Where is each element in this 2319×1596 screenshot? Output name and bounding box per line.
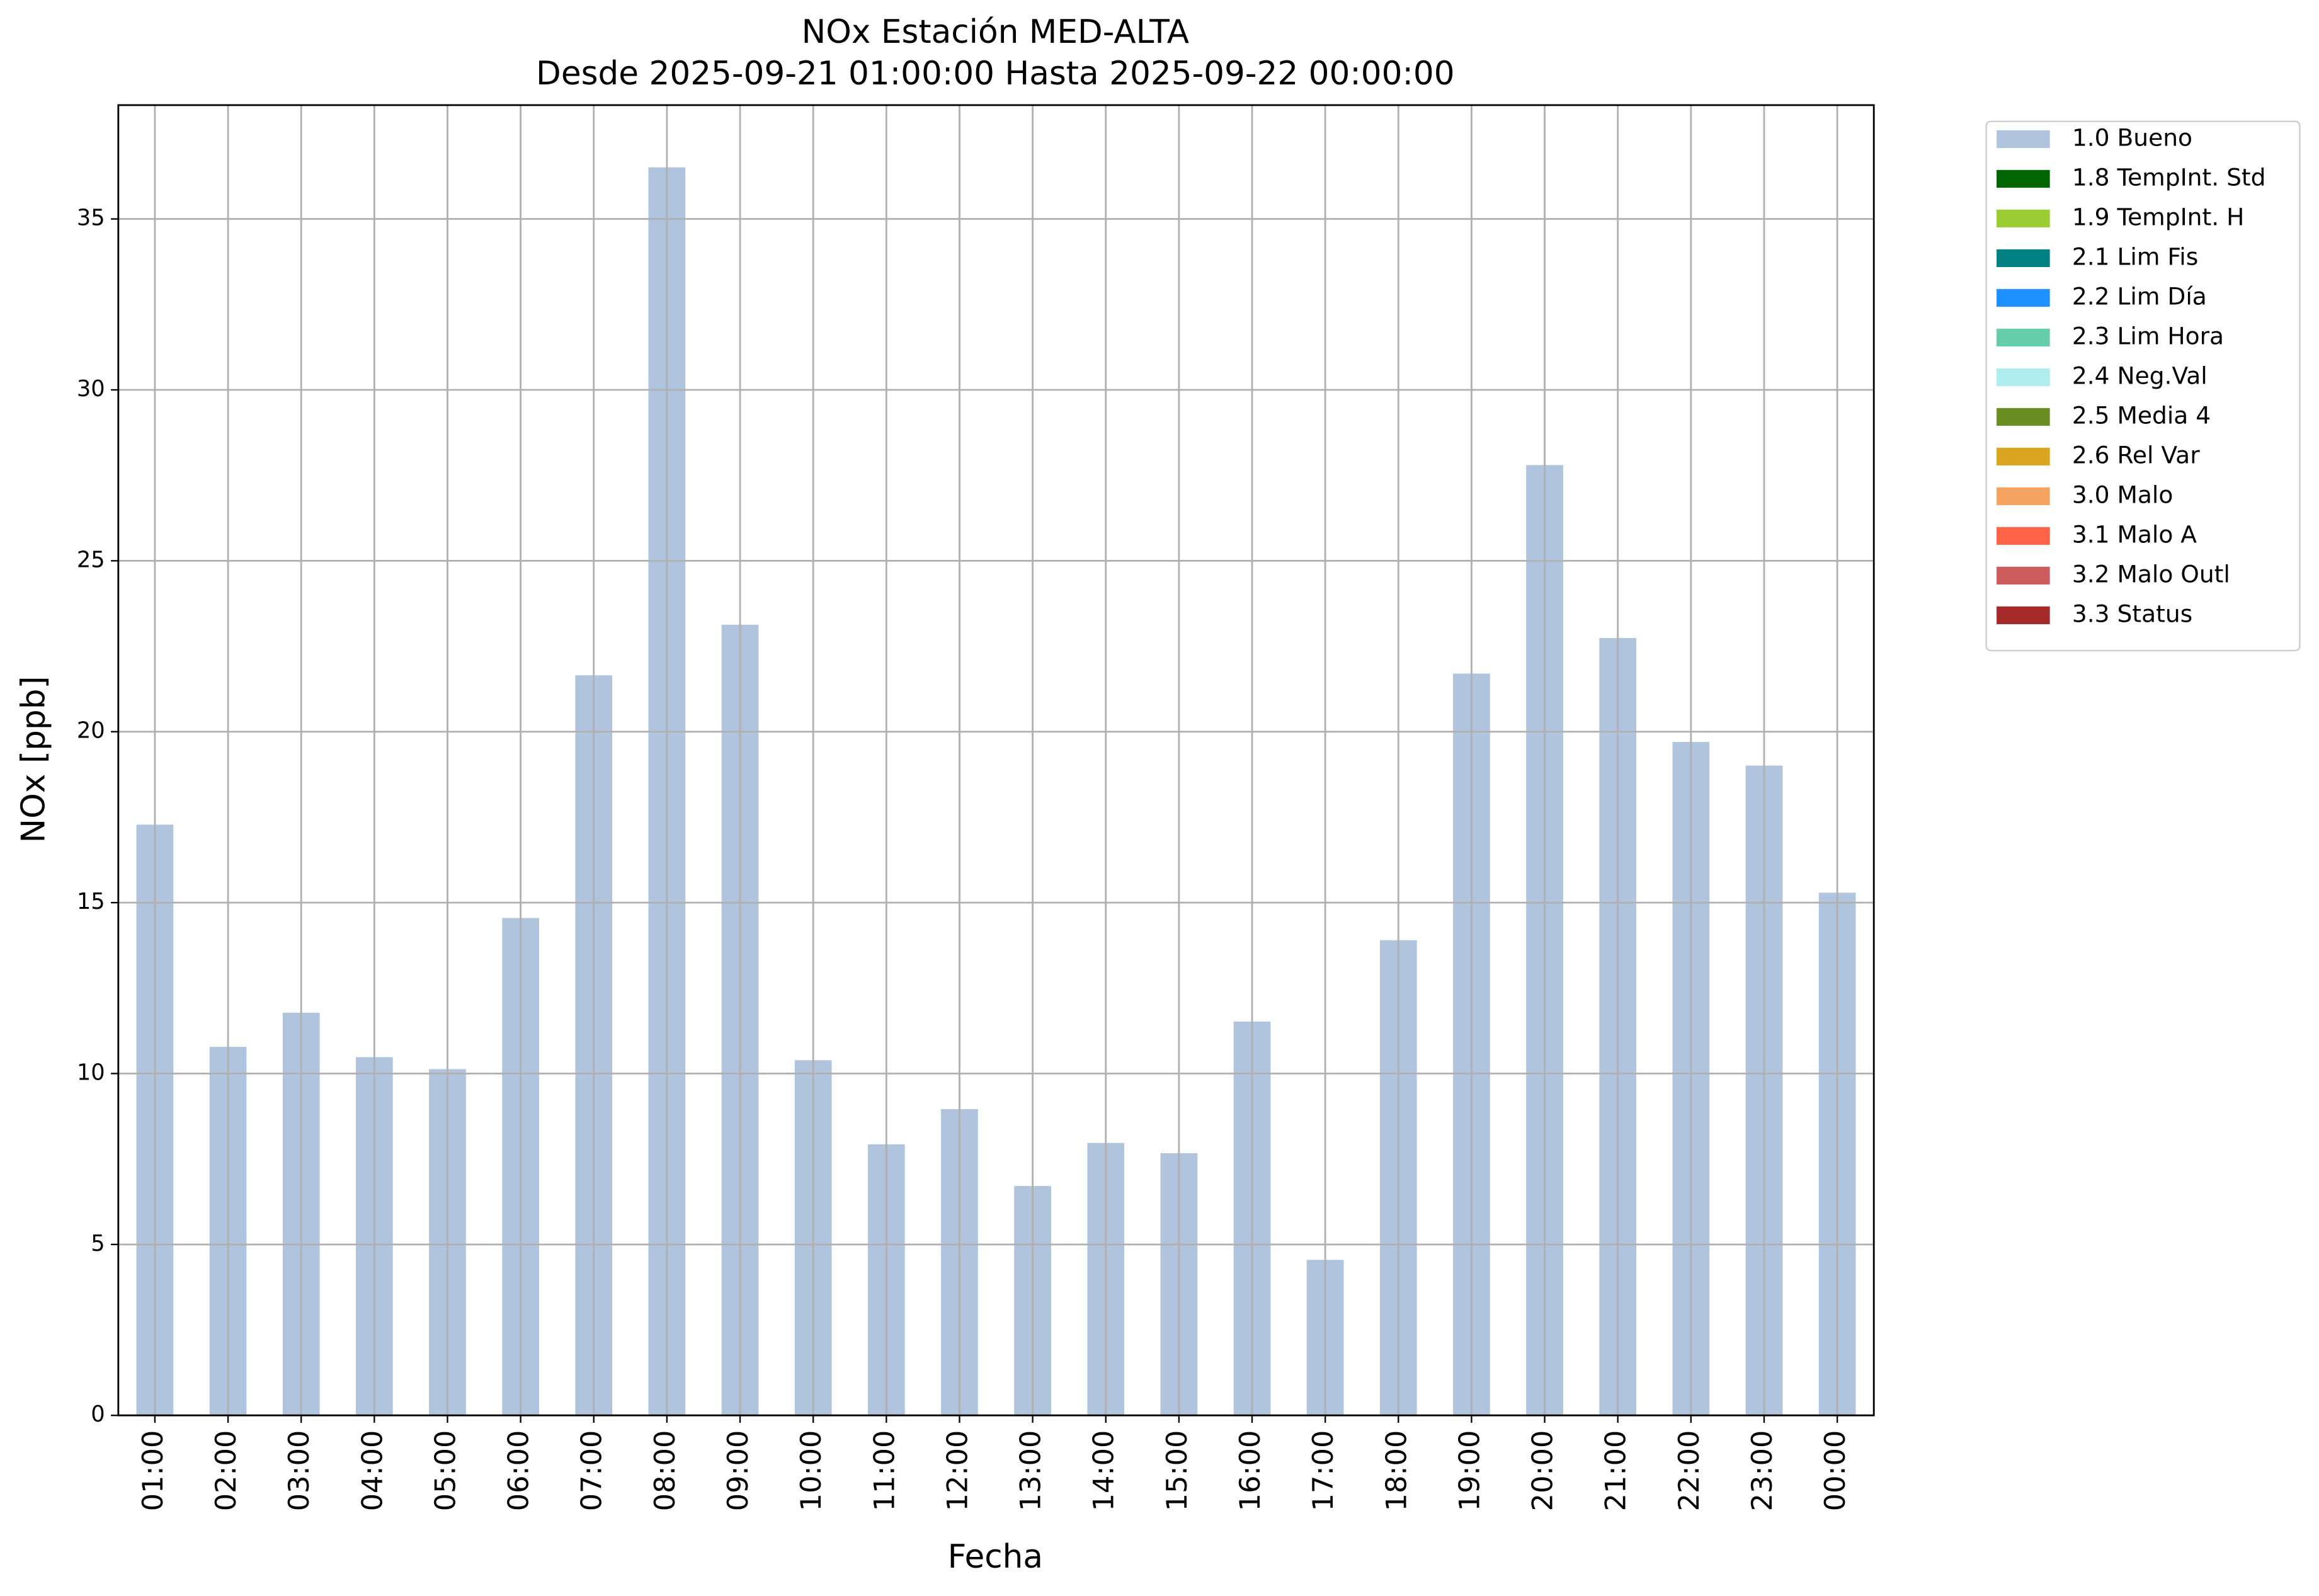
y-tick-label: 5 (91, 1231, 105, 1257)
x-tick-label: 11:00 (868, 1430, 901, 1512)
legend-swatch (1997, 606, 2050, 625)
x-tick-label: 21:00 (1600, 1430, 1632, 1512)
legend-swatch (1997, 328, 2050, 347)
x-tick-label: 19:00 (1453, 1430, 1486, 1512)
x-tick-label: 06:00 (503, 1430, 535, 1512)
y-tick-label: 30 (77, 376, 105, 402)
y-tick-label: 15 (77, 889, 105, 915)
legend-label: 2.4 Neg.Val (2072, 362, 2208, 389)
legend-label: 1.9 TempInt. H (2072, 203, 2244, 231)
x-tick-label: 17:00 (1307, 1430, 1340, 1512)
legend-swatch (1997, 288, 2050, 307)
legend-label: 3.1 Malo A (2072, 520, 2197, 548)
x-tick-label: 08:00 (649, 1430, 681, 1512)
legend-swatch (1997, 408, 2050, 426)
legend-swatch (1997, 249, 2050, 268)
y-tick-label: 0 (91, 1401, 105, 1427)
legend-swatch (1997, 209, 2050, 228)
x-tick-label: 16:00 (1234, 1430, 1267, 1512)
x-tick-label: 23:00 (1746, 1430, 1779, 1512)
x-tick-label: 05:00 (429, 1430, 462, 1512)
legend-box (1985, 120, 2301, 652)
x-tick-label: 15:00 (1161, 1430, 1194, 1512)
legend-swatch (1997, 169, 2050, 188)
x-tick-label: 04:00 (356, 1430, 389, 1512)
legend-label: 3.0 Malo (2072, 481, 2174, 508)
y-tick-label: 25 (77, 547, 105, 573)
x-tick-label: 22:00 (1673, 1430, 1706, 1512)
x-tick-label: 13:00 (1015, 1430, 1047, 1512)
y-tick-label: 10 (77, 1059, 105, 1085)
x-tick-label: 20:00 (1527, 1430, 1559, 1512)
legend-swatch (1997, 130, 2050, 149)
legend-label: 2.5 Media 4 (2072, 401, 2211, 429)
y-axis-label: NOx [ppb] (14, 676, 52, 843)
x-tick-label: 12:00 (941, 1430, 974, 1512)
chart-title: NOx Estación MED-ALTA (802, 13, 1190, 51)
legend-label: 3.3 Status (2072, 600, 2192, 627)
x-tick-label: 07:00 (576, 1430, 608, 1512)
legend-label: 2.2 Lim Día (2072, 282, 2207, 310)
y-tick-label: 20 (77, 718, 105, 744)
legend-swatch (1997, 527, 2050, 545)
chart-subtitle: Desde 2025-09-21 01:00:00 Hasta 2025-09-… (536, 55, 1455, 93)
legend-swatch (1997, 566, 2050, 585)
legend-swatch (1997, 368, 2050, 387)
legend-label: 1.8 TempInt. Std (2072, 163, 2266, 191)
x-tick-label: 18:00 (1380, 1430, 1413, 1512)
y-tick-label: 35 (77, 205, 105, 231)
legend-swatch (1997, 447, 2050, 466)
x-tick-label: 10:00 (795, 1430, 828, 1512)
legend-swatch (1997, 487, 2050, 506)
legend-label: 3.2 Malo Outl (2072, 560, 2230, 588)
x-tick-label: 02:00 (210, 1430, 242, 1512)
legend-label: 2.6 Rel Var (2072, 441, 2200, 469)
x-tick-label: 03:00 (283, 1430, 316, 1512)
x-tick-label: 09:00 (722, 1430, 755, 1512)
legend-label: 1.0 Bueno (2072, 123, 2192, 151)
x-tick-label: 14:00 (1088, 1430, 1120, 1512)
plot-frame (117, 104, 1875, 1416)
x-axis-label: Fecha (948, 1538, 1043, 1576)
legend-label: 2.1 Lim Fis (2072, 242, 2198, 270)
legend-label: 2.3 Lim Hora (2072, 322, 2224, 350)
x-tick-label: 00:00 (1819, 1430, 1852, 1512)
x-tick-label: 01:00 (137, 1430, 169, 1512)
